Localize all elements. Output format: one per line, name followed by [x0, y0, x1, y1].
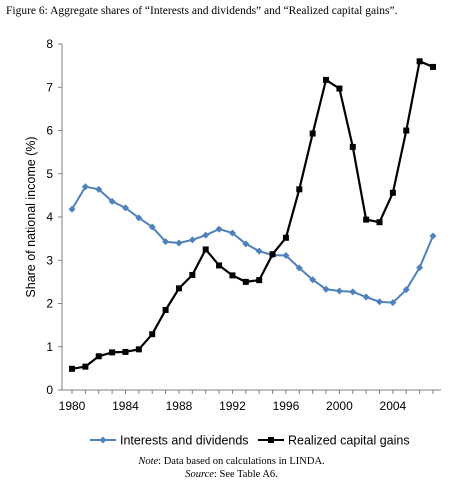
note-text: : Data based on calculations in LINDA.: [158, 456, 325, 467]
data-point-square: [282, 234, 289, 241]
data-point-diamond: [95, 185, 103, 193]
y-tick-label: 2: [46, 297, 53, 311]
data-point-diamond: [295, 264, 303, 272]
y-tick-label: 7: [46, 80, 53, 94]
source-text: : See Table A6.: [213, 469, 278, 480]
data-point-diamond: [135, 214, 143, 222]
y-tick-label: 6: [46, 124, 53, 138]
data-point-diamond: [162, 238, 170, 246]
data-point-square: [202, 246, 209, 253]
y-tick-label: 5: [46, 167, 53, 181]
data-point-diamond: [81, 183, 89, 191]
data-point-square: [323, 76, 330, 83]
data-point-square: [403, 127, 410, 134]
data-point-diamond: [429, 232, 437, 240]
data-point-diamond: [416, 264, 424, 272]
data-point-diamond: [362, 293, 370, 301]
x-tick-label: 1992: [219, 399, 246, 413]
data-point-square: [256, 277, 263, 284]
y-tick-label: 3: [46, 253, 53, 267]
data-point-square: [309, 130, 316, 137]
x-tick-label: 1984: [112, 399, 139, 413]
data-point-square: [363, 216, 370, 223]
data-point-square: [149, 331, 156, 338]
data-point-diamond: [148, 223, 156, 231]
data-point-diamond: [242, 240, 250, 248]
data-point-diamond: [202, 231, 210, 239]
y-tick-label: 1: [46, 340, 53, 354]
x-tick-label: 1980: [59, 399, 86, 413]
data-point-square: [336, 85, 343, 92]
data-point-diamond: [322, 285, 330, 293]
footnote-source: Source: See Table A6.: [0, 469, 463, 480]
data-point-square: [175, 285, 182, 292]
data-point-diamond: [215, 225, 223, 233]
series-line-1: [71, 185, 434, 304]
y-axis-label: Share of national income (%): [24, 136, 38, 297]
y-tick-label: 0: [46, 383, 53, 397]
series-line-2: [71, 60, 434, 370]
data-point-diamond: [108, 197, 116, 205]
data-point-square: [122, 348, 129, 355]
y-tick-label: 8: [46, 37, 53, 51]
data-point-diamond: [335, 287, 343, 295]
x-tick-label: 2000: [326, 399, 353, 413]
data-point-diamond: [389, 299, 397, 307]
data-point-square: [416, 58, 423, 65]
data-point-square: [69, 365, 75, 372]
legend-label-2: Realized capital gains: [288, 434, 410, 448]
data-point-square: [430, 63, 436, 70]
footnote-note: Note: Data based on calculations in LIND…: [0, 456, 463, 467]
x-tick-label: 1996: [273, 399, 300, 413]
data-point-square: [162, 306, 169, 313]
data-point-diamond: [188, 236, 196, 244]
data-point-diamond: [402, 286, 410, 294]
x-tick-label: 1988: [166, 399, 193, 413]
legend-label-1: Interests and dividends: [120, 434, 249, 448]
data-point-square: [216, 262, 223, 269]
data-point-square: [109, 349, 116, 356]
data-point-square: [135, 346, 142, 353]
note-label: Note: [138, 456, 159, 467]
data-point-square: [242, 278, 249, 285]
data-point-diamond: [68, 205, 76, 213]
data-point-square: [229, 272, 236, 279]
data-point-square: [189, 271, 196, 278]
data-point-diamond: [228, 229, 236, 237]
data-point-diamond: [349, 288, 357, 296]
data-point-square: [269, 251, 276, 258]
source-label: Source: [185, 469, 214, 480]
data-point-diamond: [376, 298, 384, 306]
data-point-square: [389, 189, 396, 196]
data-point-diamond: [309, 276, 317, 284]
data-point-diamond: [121, 204, 129, 212]
y-tick-label: 4: [46, 210, 53, 224]
figure-caption: Figure 6: Aggregate shares of “Interests…: [6, 5, 398, 17]
data-point-square: [95, 353, 102, 360]
legend-marker-square: [268, 437, 274, 443]
data-point-diamond: [282, 251, 290, 259]
data-point-diamond: [175, 239, 183, 247]
data-point-square: [376, 219, 383, 226]
data-point-diamond: [255, 247, 263, 255]
data-point-square: [296, 186, 303, 193]
data-point-square: [349, 143, 356, 150]
data-point-square: [82, 363, 89, 370]
x-tick-label: 2004: [380, 399, 407, 413]
legend-marker-diamond: [99, 436, 107, 444]
